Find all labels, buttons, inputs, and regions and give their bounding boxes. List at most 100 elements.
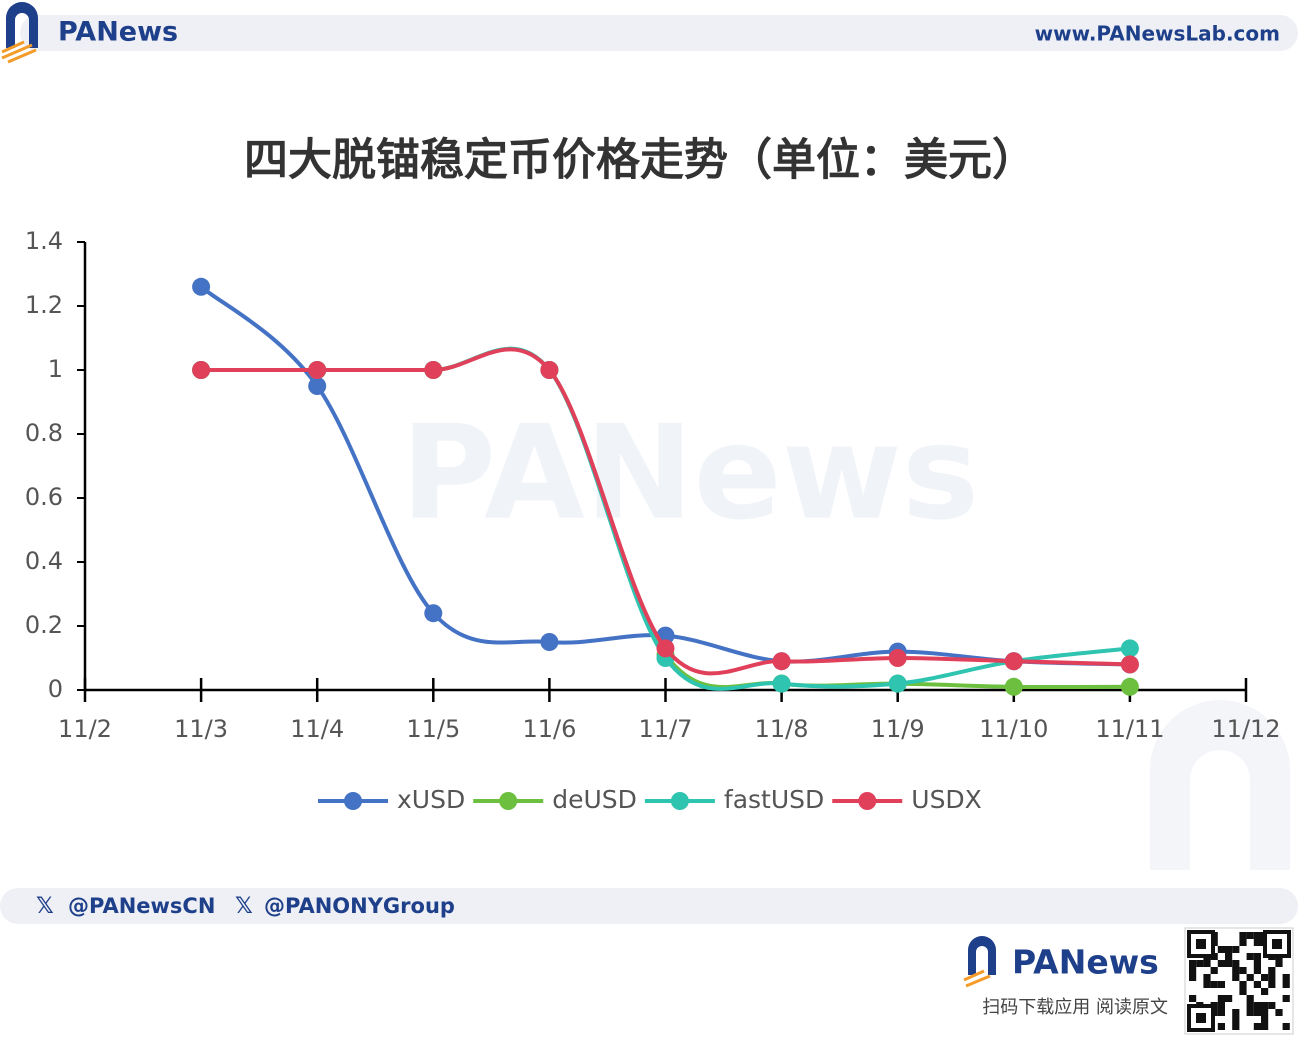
qr-cell — [1225, 953, 1233, 960]
qr-cell — [1282, 1023, 1290, 1030]
x-tick-label: 11/5 — [406, 715, 460, 743]
qr-cell — [1246, 932, 1254, 939]
qr-cell — [1282, 981, 1290, 988]
qr-cell — [1282, 974, 1290, 981]
qr-cell — [1217, 1023, 1225, 1030]
qr-cell — [1282, 995, 1290, 1002]
qr-cell — [1261, 1009, 1269, 1016]
point — [1004, 677, 1023, 696]
y-tick-label: 0.6 — [25, 483, 63, 511]
qr-cell — [1253, 981, 1261, 988]
qr-cell — [1268, 967, 1276, 974]
qr-cell — [1217, 946, 1225, 953]
qr-cell — [1189, 960, 1197, 967]
plot: 0 0.2 0.4 0.6 0.8 1 1.2 1.4 11/2 11/3 11/4 11/5 11/6… — [25, 227, 1281, 814]
y-tick-label: 0.2 — [25, 611, 63, 639]
qr-cell — [1225, 995, 1233, 1002]
x-tick-label: 11/3 — [174, 715, 228, 743]
qr-cell — [1246, 1009, 1254, 1016]
logo-icon — [6, 2, 38, 48]
point — [308, 377, 327, 395]
header-url: www.PANewsLab.com — [1035, 22, 1280, 46]
legend-label: USDX — [911, 785, 982, 814]
footer-logo-stripes — [963, 969, 991, 988]
qr-finder — [1272, 939, 1282, 949]
qr-cell — [1232, 1009, 1240, 1016]
qr-cell — [1253, 960, 1261, 967]
qr-cell — [1232, 946, 1240, 953]
chart-title: 四大脱锚稳定币价格走势（单位：美元） — [244, 135, 1036, 186]
x-tick-label: 11/2 — [58, 715, 112, 743]
point — [540, 361, 559, 379]
qr-cell — [1196, 960, 1204, 967]
qr-cell — [1239, 932, 1247, 939]
qr-cell — [1189, 967, 1197, 974]
qr-caption: 扫码下载应用 阅读原文 — [982, 997, 1168, 1018]
qr-cell — [1261, 1016, 1269, 1023]
point — [1004, 652, 1023, 671]
watermark-icon — [1150, 700, 1290, 870]
x-tick-label: 11/8 — [755, 715, 809, 743]
qr-cell — [1203, 960, 1211, 967]
x-tick-label: 11/7 — [639, 715, 693, 743]
qr-cell — [1217, 995, 1225, 1002]
qr-cell — [1232, 974, 1240, 981]
qr-cell — [1232, 1016, 1240, 1023]
qr-code — [1184, 927, 1294, 1035]
legend-label: fastUSD — [724, 785, 824, 814]
point — [1120, 639, 1139, 658]
series-line — [201, 347, 1130, 676]
qr-cell — [1261, 1002, 1269, 1009]
qr-cell — [1246, 953, 1254, 960]
qr-cell — [1246, 995, 1254, 1002]
x-icon: 𝕏 — [235, 894, 253, 919]
point — [192, 277, 211, 296]
qr-cell — [1246, 974, 1254, 981]
y-tick-label: 1 — [48, 355, 63, 383]
point — [192, 361, 211, 379]
legend-label: deUSD — [552, 785, 637, 814]
point — [772, 674, 791, 693]
legend-label: xUSD — [397, 785, 465, 814]
point — [888, 649, 907, 667]
qr-cell — [1253, 967, 1261, 974]
y-tick-label: 0 — [48, 675, 63, 703]
series-line — [199, 285, 1130, 667]
point — [424, 604, 443, 623]
qr-cell — [1203, 974, 1211, 981]
point — [308, 361, 327, 379]
x-tick-label: 11/4 — [290, 715, 344, 743]
qr-cell — [1210, 967, 1218, 974]
qr-cell — [1253, 932, 1261, 939]
qr-cell — [1261, 974, 1269, 981]
qr-cell — [1253, 953, 1261, 960]
qr-cell — [1189, 995, 1197, 1002]
qr-cell — [1225, 960, 1233, 967]
y-tick-label: 1.4 — [25, 227, 63, 255]
x-tick-label: 11/11 — [1095, 715, 1164, 743]
qr-cell — [1261, 988, 1269, 995]
x-tick-label: 11/10 — [979, 715, 1048, 743]
legend-marker — [858, 792, 877, 810]
point — [656, 639, 675, 658]
y-tick-label: 1.2 — [25, 291, 63, 319]
qr-cell — [1253, 1023, 1261, 1030]
watermark: PANews — [401, 397, 979, 549]
qr-cell — [1275, 1009, 1283, 1016]
x-icon: 𝕏 — [36, 894, 54, 919]
qr-cell — [1239, 967, 1247, 974]
header-brand: PANews — [58, 17, 178, 48]
qr-cell — [1253, 1009, 1261, 1016]
qr-cell — [1232, 960, 1240, 967]
qr-cell — [1268, 1002, 1276, 1009]
qr-cell — [1239, 981, 1247, 988]
footer-band — [0, 888, 1298, 924]
footer-brand: PANews — [1012, 943, 1159, 982]
x-tick-label: 11/12 — [1211, 715, 1280, 743]
qr-cell — [1232, 1023, 1240, 1030]
x-tick-label: 11/6 — [522, 715, 576, 743]
qr-cell — [1253, 939, 1261, 946]
qr-cell — [1232, 967, 1240, 974]
qr-cell — [1239, 939, 1247, 946]
